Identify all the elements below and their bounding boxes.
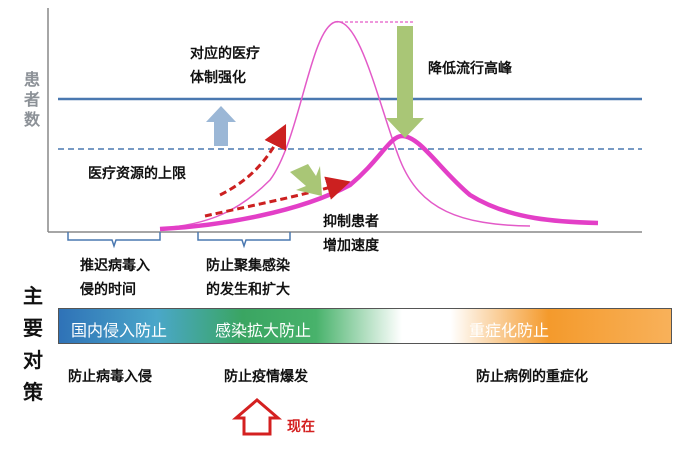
red-arrow-upper [219,123,287,197]
cluster-brace [197,232,291,249]
measure-prevent-severe: 防止病例的重症化 [476,369,588,385]
strengthen-system-label: 对应的医疗 体制强化 [190,46,260,86]
policy-label: 主 要 对 策 [23,284,43,404]
prevent-cluster-label: 防止聚集感染 的发生和扩大 [206,258,290,298]
y-axis-label: 患 者 数 [23,70,40,129]
phase-domestic-entry: 国内侵入防止 [71,321,168,340]
suppress-rate-label: 抑制患者 增加速度 [323,214,379,254]
phase-severe-prevention: 重症化防止 [469,321,550,340]
delay-brace [67,232,161,249]
red-arrow-lower [204,176,351,218]
phase-bar: 国内侵入防止 感染拡大防止 重症化防止 [58,308,672,344]
lower-peak-arrow-icon [386,26,424,138]
measure-prevent-outbreak: 防止疫情爆发 [224,369,308,385]
lower-peak-label: 降低流行高峰 [428,61,512,77]
measure-prevent-entry: 防止病毒入侵 [68,369,152,385]
strengthen-arrow-icon [206,106,236,146]
delay-time-label: 推迟病毒入 侵的时间 [80,258,150,298]
now-arrow-icon [231,398,283,436]
medical-limit-label: 医疗资源的上限 [88,166,186,182]
now-label: 现在 [287,419,315,435]
flattened-curve [159,133,599,232]
phase-spread-prevention: 感染拡大防止 [215,321,312,340]
green-arrow-icon [290,164,322,196]
